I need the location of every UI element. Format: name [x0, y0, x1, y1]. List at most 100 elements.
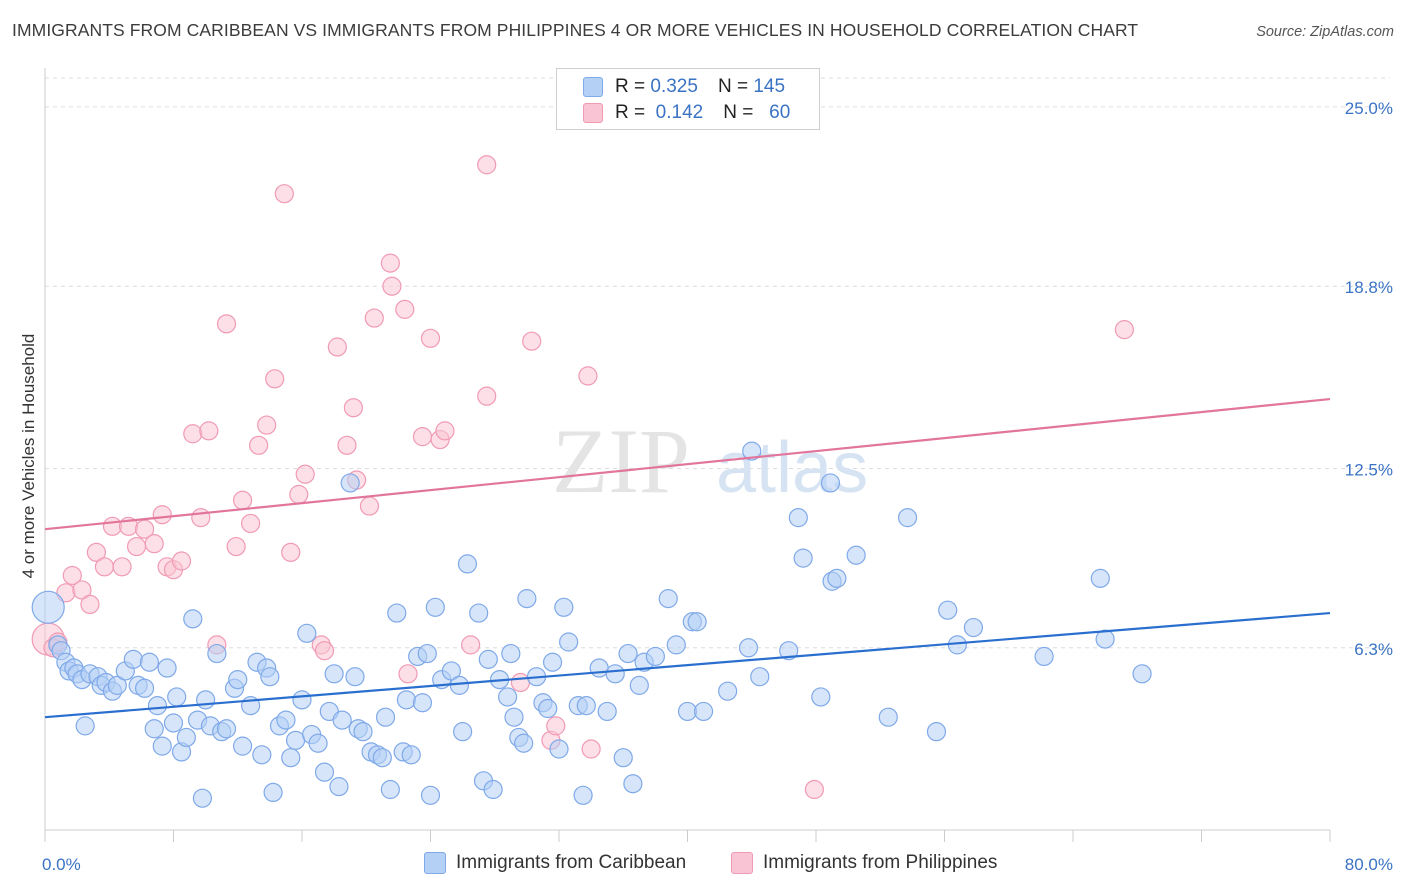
- caribbean-point: [123, 649, 143, 669]
- legend-r-value: 0.325: [650, 76, 698, 97]
- legend-swatch-pink: [583, 103, 603, 123]
- caribbean-point: [549, 739, 569, 759]
- philippines-point: [804, 779, 824, 800]
- caribbean-point: [469, 603, 489, 623]
- philippines-point: [343, 398, 363, 418]
- caribbean-point: [75, 716, 95, 736]
- caribbean-point: [139, 652, 160, 672]
- caribbean-points: [31, 441, 1152, 808]
- caribbean-point: [417, 643, 437, 664]
- caribbean-point: [332, 710, 352, 730]
- caribbean-point: [144, 719, 164, 739]
- caribbean-point: [314, 762, 335, 782]
- caribbean-point: [457, 554, 478, 574]
- philippines-point: [546, 716, 566, 736]
- x-tick-label: 0.0%: [42, 855, 81, 874]
- legend-n-value: 145: [753, 76, 786, 97]
- chart-title: IMMIGRANTS FROM CARIBBEAN VS IMMIGRANTS …: [12, 20, 1139, 40]
- philippines-point: [314, 641, 335, 661]
- caribbean-point: [324, 664, 344, 684]
- caribbean-point: [1034, 646, 1054, 667]
- philippines-point: [265, 369, 285, 389]
- caribbean-point: [163, 713, 184, 733]
- philippines-point: [510, 672, 531, 693]
- caribbean-point: [412, 693, 433, 713]
- caribbean-point: [597, 701, 617, 722]
- caribbean-point: [372, 748, 392, 768]
- caribbean-point: [623, 774, 643, 794]
- caribbean-point: [192, 788, 213, 808]
- caribbean-point: [788, 508, 808, 528]
- legend-r-label: R =: [615, 76, 646, 97]
- caribbean-point: [693, 701, 714, 722]
- caribbean-point: [559, 632, 579, 652]
- y-tick-label: 12.5%: [1345, 460, 1393, 479]
- philippines-point: [274, 184, 294, 204]
- philippines-point: [477, 155, 497, 175]
- caribbean-point: [232, 736, 253, 756]
- caribbean-point: [1090, 568, 1110, 588]
- caribbean-point: [645, 646, 665, 667]
- caribbean-point: [329, 777, 349, 797]
- caribbean-point: [658, 589, 678, 609]
- caribbean-point: [750, 667, 770, 687]
- caribbean-point: [666, 635, 686, 655]
- caribbean-point: [260, 667, 280, 687]
- caribbean-point: [281, 748, 301, 768]
- caribbean-point: [276, 710, 296, 730]
- caribbean-point: [947, 635, 967, 655]
- caribbean-point: [147, 696, 168, 716]
- philippines-point: [183, 424, 203, 444]
- philippines-point: [226, 536, 246, 557]
- philippines-point: [80, 594, 100, 615]
- caribbean-point: [963, 617, 984, 638]
- philippines-point: [398, 664, 418, 684]
- caribbean-point: [687, 612, 707, 632]
- legend-swatch-blue: [583, 77, 603, 97]
- caribbean-point: [820, 473, 841, 493]
- legend: R = 0.325 N = 145 R = 0.142 N = 60: [556, 68, 820, 130]
- caribbean-point: [285, 730, 306, 750]
- caribbean-point: [292, 690, 312, 710]
- philippines-point: [199, 421, 219, 441]
- caribbean-point: [554, 597, 574, 617]
- caribbean-point: [345, 667, 365, 687]
- caribbean-point: [779, 641, 799, 661]
- bottom-legend-philippines: Immigrants from Philippines: [731, 852, 997, 874]
- caribbean-point: [538, 698, 558, 719]
- trend-lines: [44, 397, 1331, 719]
- caribbean-point: [1132, 664, 1152, 684]
- y-axis-label: 4 or more Vehicles in Household: [19, 334, 38, 579]
- caribbean-point: [897, 508, 918, 528]
- y-tick-label: 6.3%: [1354, 640, 1393, 659]
- caribbean-point: [375, 707, 396, 727]
- philippines-point: [126, 536, 147, 557]
- philippines-trend-line: [44, 397, 1331, 531]
- philippines-point: [395, 299, 415, 319]
- philippines-point: [102, 516, 123, 536]
- caribbean-point: [228, 669, 248, 690]
- caribbean-point: [846, 545, 866, 565]
- caribbean-point: [387, 603, 407, 623]
- caribbean-point: [718, 681, 738, 701]
- caribbean-point: [742, 441, 762, 461]
- caribbean-point: [605, 664, 625, 684]
- caribbean-point: [441, 661, 461, 681]
- philippines-point: [86, 542, 107, 562]
- caribbean-point: [453, 722, 473, 742]
- philippines-point: [581, 739, 601, 759]
- caribbean-point: [425, 597, 445, 617]
- philippines-point: [477, 386, 497, 406]
- caribbean-point: [926, 722, 947, 742]
- caribbean-point: [167, 687, 187, 707]
- y-tick-label: 18.8%: [1345, 278, 1393, 297]
- caribbean-point: [613, 748, 633, 768]
- legend-n-label: N =: [723, 102, 754, 123]
- philippines-point: [578, 366, 598, 386]
- caribbean-point: [573, 785, 593, 805]
- legend-n-value: 60: [769, 102, 791, 123]
- philippines-point: [216, 314, 237, 334]
- watermark-zip: ZIP: [552, 410, 690, 512]
- source-label: Source: ZipAtlas.com: [1256, 24, 1394, 40]
